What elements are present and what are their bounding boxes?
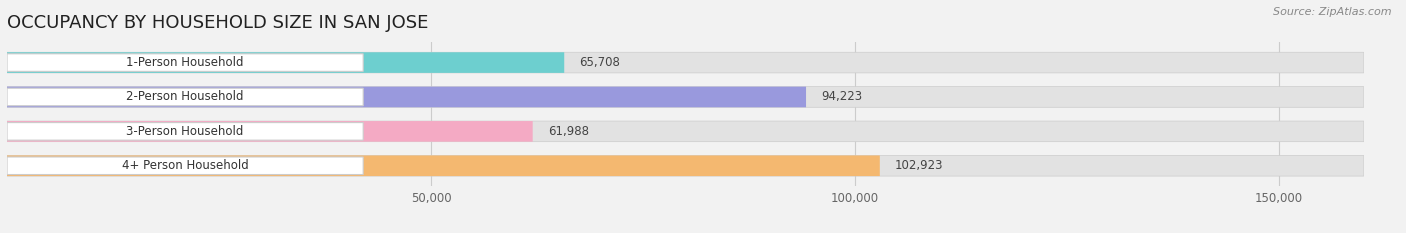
FancyBboxPatch shape [7, 123, 363, 140]
Text: 61,988: 61,988 [548, 125, 589, 138]
FancyBboxPatch shape [7, 52, 1364, 73]
Text: 1-Person Household: 1-Person Household [127, 56, 243, 69]
Text: 4+ Person Household: 4+ Person Household [122, 159, 249, 172]
Text: 2-Person Household: 2-Person Household [127, 90, 243, 103]
FancyBboxPatch shape [7, 155, 880, 176]
FancyBboxPatch shape [7, 157, 363, 175]
FancyBboxPatch shape [7, 87, 1364, 107]
FancyBboxPatch shape [7, 155, 1364, 176]
Text: 102,923: 102,923 [896, 159, 943, 172]
Text: OCCUPANCY BY HOUSEHOLD SIZE IN SAN JOSE: OCCUPANCY BY HOUSEHOLD SIZE IN SAN JOSE [7, 14, 429, 32]
FancyBboxPatch shape [7, 52, 564, 73]
Text: Source: ZipAtlas.com: Source: ZipAtlas.com [1274, 7, 1392, 17]
FancyBboxPatch shape [7, 121, 533, 142]
FancyBboxPatch shape [7, 88, 363, 106]
Text: 3-Person Household: 3-Person Household [127, 125, 243, 138]
FancyBboxPatch shape [7, 54, 363, 71]
FancyBboxPatch shape [7, 87, 806, 107]
Text: 94,223: 94,223 [821, 90, 862, 103]
FancyBboxPatch shape [7, 121, 1364, 142]
Text: 65,708: 65,708 [579, 56, 620, 69]
